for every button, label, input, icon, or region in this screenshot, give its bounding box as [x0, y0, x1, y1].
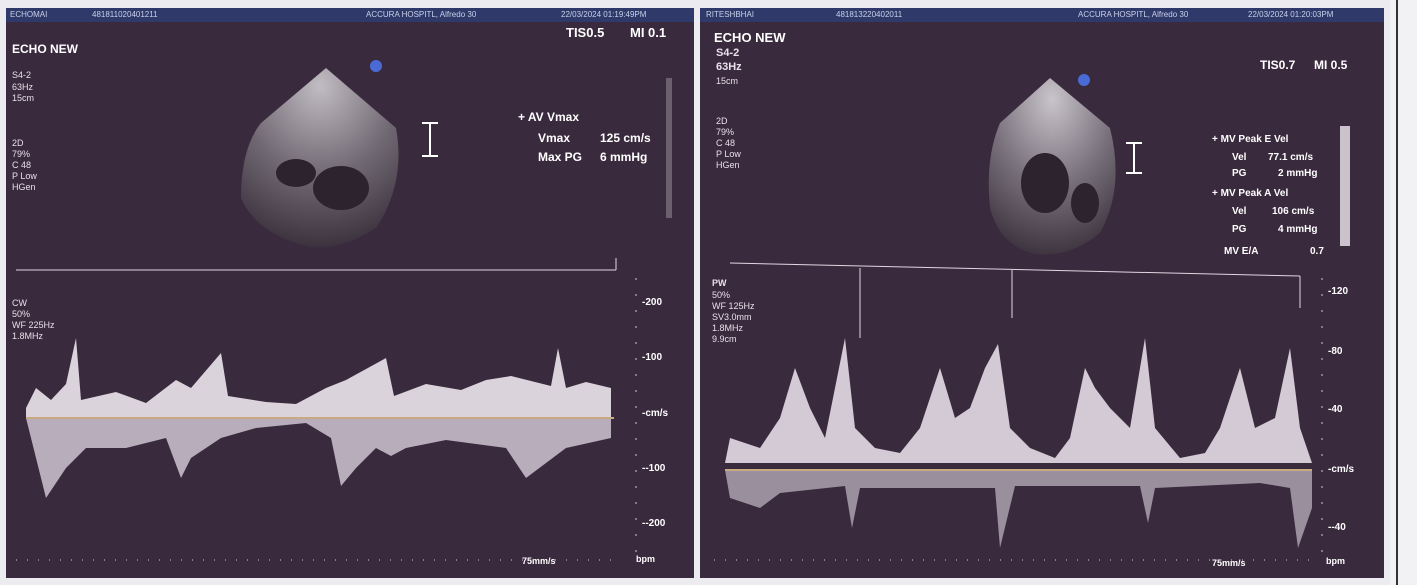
right-mechanical-index: MI 0.5 [1314, 58, 1348, 72]
right-a-vel-value: 106 cm/s [1272, 206, 1315, 217]
left-depth-caliper-icon [422, 122, 438, 157]
right-orientation-marker-icon [1078, 74, 1090, 86]
right-cursor-line [729, 262, 1301, 277]
right-doppler-spectrum-lower [725, 470, 1312, 548]
right-tick-40: -40 [1328, 404, 1343, 415]
right-e-vel-value: 77.1 cm/s [1268, 152, 1314, 163]
left-doppler-gain: 50% [12, 309, 31, 319]
left-depth: 15cm [12, 93, 35, 103]
left-gray-scale-bar [666, 78, 672, 218]
right-tick-zero: -cm/s [1328, 464, 1355, 475]
left-probe: S4-2 [12, 70, 32, 80]
left-hospital: ACCURA HOSPITL, Alfredo 30 [366, 10, 477, 19]
right-ea-ratio-label: MV E/A [1224, 246, 1259, 257]
left-sweep-speed: 75mm/s [522, 556, 556, 566]
left-doppler-freq: 1.8MHz [12, 331, 44, 341]
right-a-wave-title: + MV Peak A Vel [1212, 188, 1289, 199]
right-tick-120: -120 [1328, 286, 1349, 297]
right-chamber-2 [1071, 183, 1099, 223]
right-a-vel-label: Vel [1232, 206, 1247, 217]
right-depth: 15cm [716, 76, 739, 86]
left-maxpg-value: 6 mmHg [600, 150, 648, 164]
right-datetime: 22/03/2024 01:20:03PM [1248, 10, 1334, 19]
left-harmonics: HGen [12, 182, 36, 192]
left-tick-neg200: --200 [642, 518, 666, 529]
left-vmax-value: 125 cm/s [600, 131, 651, 145]
right-doppler-freq: 1.8MHz [712, 323, 744, 333]
left-frame-rate: 63Hz [12, 82, 34, 92]
right-title: ECHO NEW [714, 30, 786, 45]
left-tick-neg100: --100 [642, 463, 666, 474]
right-e-pg-label: PG [1232, 168, 1247, 179]
left-tick-200: -200 [642, 297, 663, 308]
right-tick-neg40: --40 [1328, 522, 1346, 533]
right-chamber [1021, 153, 1069, 213]
left-wall-filter: WF 225Hz [12, 320, 55, 330]
left-measurement-title: + AV Vmax [518, 110, 580, 124]
right-patient-name: RITESHBHAI [706, 10, 755, 19]
left-power: P Low [12, 171, 37, 181]
right-doppler-mode: PW [712, 278, 727, 288]
left-title: ECHO NEW [12, 42, 78, 56]
right-wall-filter: WF 125Hz [712, 301, 755, 311]
left-tick-100: -100 [642, 352, 663, 363]
right-harmonics: HGen [716, 160, 740, 170]
right-sweep-speed: 75mm/s [1212, 558, 1246, 568]
right-doppler-spectrum-upper [725, 338, 1312, 463]
right-a-pg-value: 4 mmHg [1278, 224, 1318, 235]
left-mechanical-index: MI 0.1 [630, 25, 667, 40]
right-gray-scale-bar [1340, 126, 1350, 246]
right-frame-rate: 63Hz [716, 61, 742, 73]
left-bpm: bpm [636, 554, 655, 564]
left-thermal-index: TIS0.5 [566, 25, 605, 40]
right-depth-caliper-icon [1126, 142, 1142, 174]
right-echo-panel: RITESHBHAI 481813220402011 ACCURA HOSPIT… [700, 8, 1384, 578]
left-vmax-label: Vmax [538, 131, 571, 145]
left-doppler-mode: CW [12, 298, 27, 308]
right-compression: C 48 [716, 138, 736, 148]
left-gain: 79% [12, 149, 31, 159]
left-orientation-marker-icon [370, 60, 382, 72]
right-ea-ratio-value: 0.7 [1310, 246, 1324, 257]
right-power: P Low [716, 149, 741, 159]
left-tick-zero: -cm/s [642, 408, 669, 419]
right-sample-depth: 9.9cm [712, 334, 737, 344]
paper-edge-line [1396, 0, 1398, 585]
left-doppler-spectrum-upper [26, 338, 611, 418]
left-datetime: 22/03/2024 01:19:49PM [561, 10, 647, 19]
left-chamber [313, 166, 369, 210]
left-chamber-2 [276, 159, 316, 187]
paper-margin [1390, 0, 1417, 585]
right-hospital: ACCURA HOSPITL, Alfredo 30 [1078, 10, 1189, 19]
left-doppler-spectrum-lower [26, 418, 611, 498]
right-a-pg-label: PG [1232, 224, 1247, 235]
right-thermal-index: TIS0.7 [1260, 58, 1296, 72]
right-gain: 79% [716, 127, 735, 137]
right-sample-volume: SV3.0mm [712, 312, 752, 322]
right-e-wave-title: + MV Peak E Vel [1212, 134, 1289, 145]
right-probe: S4-2 [716, 47, 740, 59]
left-header-bar: ECHOMAI 481811020401211 ACCURA HOSPITL, … [6, 8, 694, 22]
right-tick-80: -80 [1328, 346, 1343, 357]
right-mode-2d: 2D [716, 116, 728, 126]
left-2d-sector-image [241, 68, 399, 248]
right-ultrasound-graphics [714, 74, 1350, 561]
left-compression: C 48 [12, 160, 32, 170]
right-bpm: bpm [1326, 556, 1345, 566]
left-echo-panel: ECHOMAI 481811020401211 ACCURA HOSPITL, … [6, 8, 694, 578]
left-mode-2d: 2D [12, 138, 24, 148]
left-maxpg-label: Max PG [538, 150, 583, 164]
right-e-vel-label: Vel [1232, 152, 1247, 163]
right-e-pg-value: 2 mmHg [1278, 168, 1318, 179]
right-patient-id: 481813220402011 [836, 10, 903, 19]
right-header-bar: RITESHBHAI 481813220402011 ACCURA HOSPIT… [700, 8, 1384, 22]
left-patient-name: ECHOMAI [10, 10, 48, 19]
left-ultrasound-graphics [16, 60, 672, 561]
right-doppler-gain: 50% [712, 290, 731, 300]
left-patient-id: 481811020401211 [92, 10, 158, 19]
